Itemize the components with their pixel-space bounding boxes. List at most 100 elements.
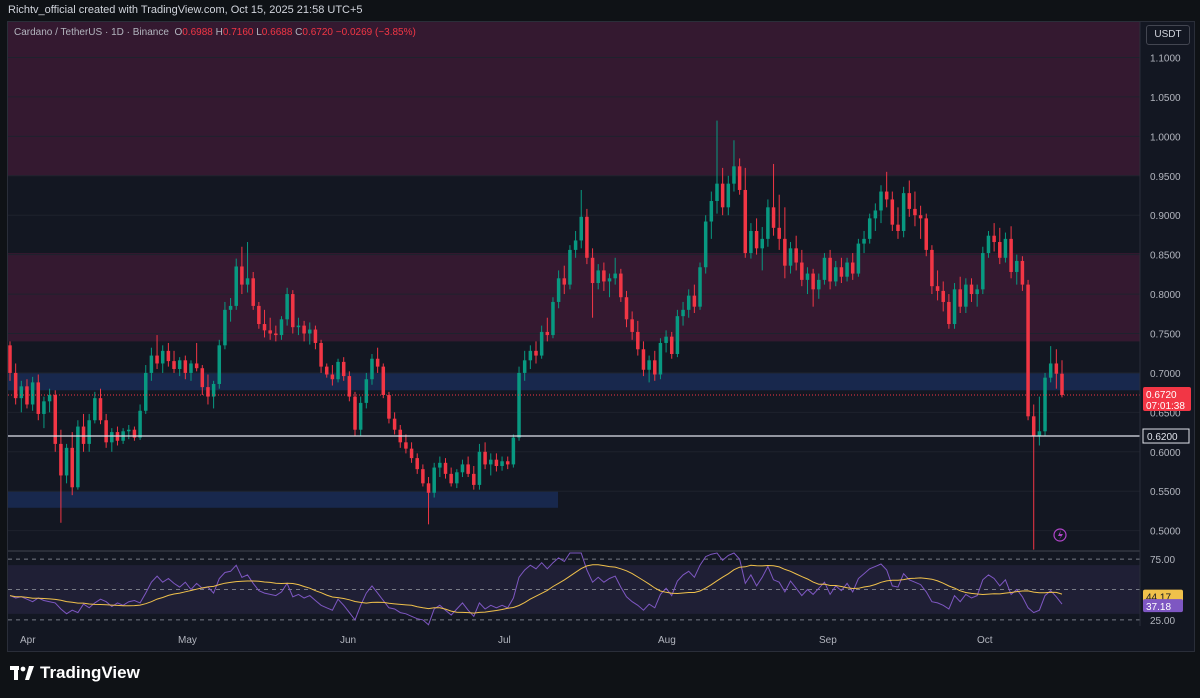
y-tick-label: 0.6000 <box>1150 448 1181 459</box>
grid-layer <box>8 56 1140 532</box>
brand[interactable]: TradingView <box>10 663 140 683</box>
candle-body <box>579 216 584 241</box>
candle-body <box>1020 260 1025 285</box>
candle-body <box>98 398 103 421</box>
y-tick-label: 0.7000 <box>1150 369 1181 380</box>
candle-body <box>964 284 968 307</box>
candle-body <box>681 309 685 317</box>
candle-body <box>330 374 335 380</box>
y-tick-label: 0.5000 <box>1150 527 1181 538</box>
candle-body <box>364 379 369 403</box>
candle-body <box>483 451 487 465</box>
candle-body <box>590 257 595 284</box>
candle-body <box>415 458 419 470</box>
candle-body <box>36 382 41 414</box>
candle-body <box>240 266 244 285</box>
candle-body <box>347 376 352 397</box>
change-value: −0.0269 (−3.85%) <box>335 27 416 38</box>
alert-bolt-glyph-icon <box>1058 530 1063 540</box>
candle-body <box>268 330 272 334</box>
candle-body <box>517 372 521 438</box>
candle-body <box>13 372 18 399</box>
candle-body <box>998 242 1002 258</box>
candle-body <box>1003 238 1008 258</box>
candle-body <box>686 295 691 310</box>
candle-body <box>839 267 844 277</box>
candle-body <box>573 240 578 250</box>
candle-body <box>477 451 482 485</box>
candle-body <box>251 278 255 306</box>
candle-body <box>783 238 787 266</box>
candle-body <box>93 398 97 421</box>
candle-body <box>160 350 165 364</box>
candle-body <box>279 319 284 336</box>
candle-body <box>336 361 340 380</box>
x-tick-label: Oct <box>977 635 993 646</box>
candle-body <box>992 235 996 243</box>
attribution-text: Richtv_official created with TradingView… <box>8 4 363 16</box>
candle-body <box>834 267 838 282</box>
x-tick-label: Sep <box>819 635 837 646</box>
candle-body <box>941 290 945 302</box>
rsi-tick-label: 25.00 <box>1150 616 1175 627</box>
candle-body <box>505 461 510 465</box>
close-value: 0.6720 <box>302 27 333 38</box>
candle-body <box>64 447 69 476</box>
candle-body <box>1037 431 1042 437</box>
last-price-label: 0.6720 <box>1146 390 1177 401</box>
candle-body <box>81 426 86 444</box>
candle-body <box>760 238 764 249</box>
candle-body <box>873 210 878 219</box>
candle-body <box>353 396 357 430</box>
candle-body <box>630 319 634 332</box>
candle-body <box>556 278 561 302</box>
candle-body <box>8 345 12 373</box>
candle-body <box>534 350 538 356</box>
candle-body <box>449 473 453 484</box>
currency-button[interactable]: USDT <box>1146 25 1190 45</box>
candle-body <box>585 216 589 258</box>
candle-body <box>669 336 674 355</box>
candle-body <box>392 418 397 430</box>
candle-body <box>291 294 295 328</box>
candle-body <box>30 382 35 405</box>
candle-body <box>217 345 222 384</box>
candle-body <box>370 358 374 380</box>
candle-body <box>274 333 278 336</box>
candle-body <box>743 189 748 254</box>
candle-body <box>952 289 957 325</box>
rsi-value-badge <box>1143 599 1183 613</box>
candle-body <box>228 305 233 310</box>
close-label: C <box>295 27 303 38</box>
candle-body <box>110 432 114 443</box>
candle-body <box>986 235 991 254</box>
candle-body <box>879 191 883 211</box>
y-tick-label: 0.8500 <box>1150 251 1181 262</box>
candle-body <box>53 395 58 444</box>
candle-body <box>771 207 776 228</box>
candle-body <box>1054 363 1059 374</box>
candle-body <box>1048 363 1053 378</box>
zone-support-2 <box>8 372 1140 391</box>
candle-body <box>596 270 600 284</box>
candle-body <box>296 325 301 328</box>
candle-body <box>766 207 770 239</box>
candle-body <box>189 363 193 373</box>
candle-body <box>732 166 736 184</box>
rsi-value-label: 37.18 <box>1146 602 1171 613</box>
symbol-name: Cardano / TetherUS · 1D · Binance <box>14 27 169 38</box>
candle-body <box>811 273 815 290</box>
candle-body <box>1026 284 1030 417</box>
candle-body <box>636 331 640 350</box>
candle-body <box>619 273 623 298</box>
candle-body <box>1014 260 1019 272</box>
candle-body <box>132 429 137 438</box>
candle-body <box>658 342 663 375</box>
x-tick-label: Jul <box>498 635 511 646</box>
low-value: 0.6688 <box>261 27 293 38</box>
rsi-tick-label: 75.00 <box>1150 555 1175 566</box>
y-tick-label: 1.0000 <box>1150 132 1181 143</box>
candle-body <box>500 461 504 466</box>
